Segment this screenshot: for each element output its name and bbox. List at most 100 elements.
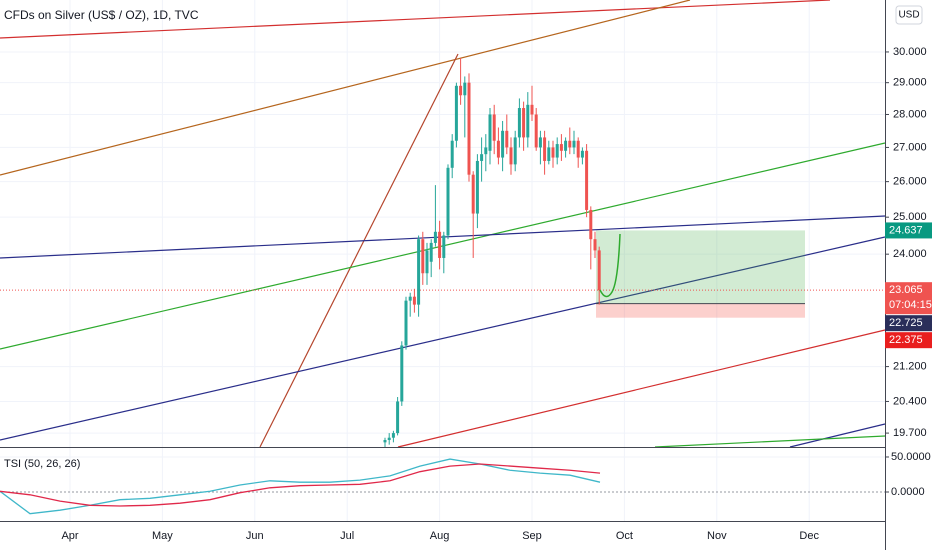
candle-body — [526, 104, 530, 138]
candle-body — [547, 147, 551, 161]
candle-body — [475, 160, 479, 214]
candle-body — [488, 114, 492, 151]
trend-line — [397, 329, 886, 448]
candle-body — [576, 140, 580, 158]
candle-body — [467, 82, 471, 175]
countdown: 07:04:15 — [889, 299, 932, 311]
candle-body — [442, 235, 446, 258]
price-label: 22.725 — [889, 317, 923, 329]
price-label: 23.065 — [889, 284, 923, 296]
price-label: 24.637 — [889, 224, 923, 236]
price-label-box — [885, 332, 932, 349]
forecast-curve — [599, 233, 621, 298]
candle-body — [538, 137, 542, 148]
y-tick-label: 27.000 — [893, 141, 927, 153]
candle-body — [501, 130, 505, 158]
tsi-line — [0, 463, 601, 507]
y-tick-label: 26.000 — [893, 176, 927, 188]
y-tick-label: 25.000 — [893, 211, 927, 223]
candle-body — [412, 296, 416, 305]
candle-body — [421, 239, 425, 274]
candle-body — [559, 144, 563, 151]
candle-body — [433, 231, 437, 243]
position-tool — [0, 230, 885, 318]
price-label-box — [885, 282, 932, 315]
candles — [383, 58, 601, 447]
x-tick-label: Aug — [430, 530, 450, 542]
candle-body — [530, 104, 534, 115]
candle-body — [492, 114, 496, 141]
candle-body — [463, 82, 467, 96]
candle-body — [505, 130, 509, 148]
candle-body — [408, 296, 412, 301]
y-tick-label: 21.200 — [893, 360, 927, 372]
candle-body — [425, 250, 429, 274]
x-tick-label: May — [152, 530, 173, 542]
candle-body — [551, 147, 555, 158]
x-tick-label: Dec — [799, 530, 819, 542]
indicator-title: TSI (50, 26, 26) — [4, 458, 80, 470]
price-label-box — [885, 222, 932, 239]
y-tick-label: 19.700 — [893, 427, 927, 439]
x-tick-label: Sep — [522, 530, 542, 542]
candle-body — [429, 242, 433, 262]
candle-body — [522, 108, 526, 138]
candle-body — [396, 401, 400, 434]
candle-body — [454, 85, 458, 141]
candle-body — [580, 150, 584, 158]
profit-zone — [596, 230, 805, 304]
candle-body — [404, 300, 408, 346]
candle-body — [543, 137, 547, 161]
x-tick-label: Nov — [707, 530, 727, 542]
x-tick-label: Apr — [61, 530, 78, 542]
candle-body — [387, 437, 391, 441]
candle-body — [593, 239, 597, 251]
candle-body — [383, 440, 387, 443]
candle-body — [438, 231, 442, 258]
candle-body — [564, 140, 568, 151]
price-label: 22.375 — [889, 334, 923, 346]
loss-zone — [596, 303, 805, 318]
x-tick-label: Jul — [340, 530, 354, 542]
trend-line — [654, 435, 886, 448]
tsi-line — [0, 458, 601, 515]
candle-body — [555, 144, 559, 158]
tsi-pane — [0, 456, 885, 515]
candle-body — [391, 433, 395, 438]
candle-body — [417, 239, 421, 305]
y-tick-label: 28.000 — [893, 108, 927, 120]
x-tick-label: Oct — [616, 530, 633, 542]
y-tick-label: 24.000 — [893, 248, 927, 260]
trend-line — [0, 236, 886, 441]
candle-body — [400, 345, 404, 402]
grid — [0, 0, 885, 521]
currency-button[interactable] — [895, 5, 923, 25]
candle-body — [450, 140, 454, 168]
candle-body — [484, 147, 488, 155]
candle-body — [597, 250, 601, 291]
candle-body — [471, 174, 475, 214]
price-label-box — [885, 315, 932, 332]
x-tick-label: Jun — [246, 530, 264, 542]
candle-body — [568, 140, 572, 148]
trend-line — [0, 0, 691, 176]
trend-line — [259, 53, 459, 448]
candle-body — [513, 137, 517, 165]
candle-body — [509, 147, 513, 165]
y-tick-label: 20.400 — [893, 395, 927, 407]
candle-body — [589, 209, 593, 240]
y-tick-label: 29.000 — [893, 77, 927, 89]
candle-body — [572, 140, 576, 148]
axes: Apr May Jun Jul Aug Sep Oct Nov Dec 30.000 29.000 2… — [61, 46, 932, 542]
y-tick-label: 50.0000 — [891, 451, 931, 463]
trend-line — [789, 423, 886, 448]
candle-body — [496, 140, 500, 158]
candle-body — [534, 114, 538, 148]
candle-body — [446, 167, 450, 236]
trend-line — [0, 0, 831, 39]
candle-body — [480, 154, 484, 161]
y-tick-label: 30.000 — [893, 46, 927, 58]
candle-body — [517, 108, 521, 138]
currency-label[interactable]: USD — [898, 10, 919, 21]
